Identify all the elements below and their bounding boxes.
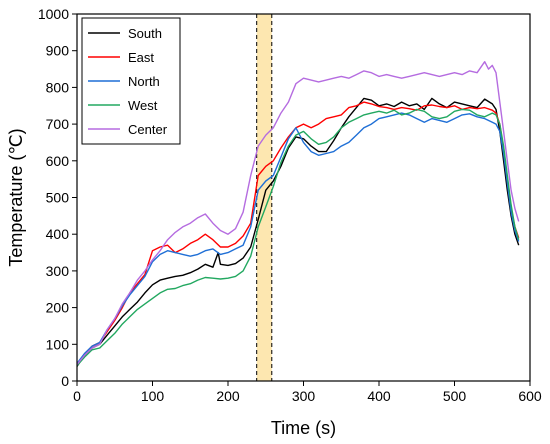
x-tick-label: 500 (443, 388, 467, 404)
x-tick-label: 600 (518, 388, 542, 404)
x-tick-label: 300 (292, 388, 316, 404)
y-tick-label: 700 (46, 116, 70, 132)
x-axis-ticks: 0 100 200 300 400 500 600 (73, 381, 542, 404)
legend-label-east: East (128, 50, 154, 65)
series-line-west (76, 108, 520, 367)
series-line-center (76, 61, 520, 365)
y-tick-label: 500 (46, 190, 70, 206)
legend-label-center: Center (128, 122, 168, 137)
y-tick-label: 0 (61, 373, 69, 389)
legend-label-west: West (128, 98, 158, 113)
y-tick-label: 600 (46, 153, 70, 169)
y-tick-label: 200 (46, 300, 70, 316)
x-tick-label: 400 (367, 388, 391, 404)
y-tick-label: 1000 (38, 6, 69, 22)
y-axis-title: Temperature (℃) (6, 128, 26, 266)
series-line-south (76, 97, 520, 367)
y-tick-label: 300 (46, 263, 70, 279)
series-line-east (76, 101, 520, 365)
legend-label-north: North (128, 74, 160, 89)
x-axis-title: Time (s) (271, 418, 336, 438)
x-tick-label: 100 (141, 388, 165, 404)
x-tick-label: 200 (216, 388, 240, 404)
series-layer (76, 61, 520, 367)
y-axis-ticks: 0 100 200 300 400 500 600 700 800 900 1000 (38, 6, 77, 389)
x-tick-label: 0 (73, 388, 81, 404)
y-tick-label: 400 (46, 226, 70, 242)
y-tick-label: 900 (46, 43, 70, 59)
legend: South East North West Center (81, 17, 181, 145)
legend-label-south: South (128, 26, 162, 41)
y-tick-label: 800 (46, 79, 70, 95)
series-line-north (76, 112, 520, 364)
y-tick-label: 100 (46, 336, 70, 352)
